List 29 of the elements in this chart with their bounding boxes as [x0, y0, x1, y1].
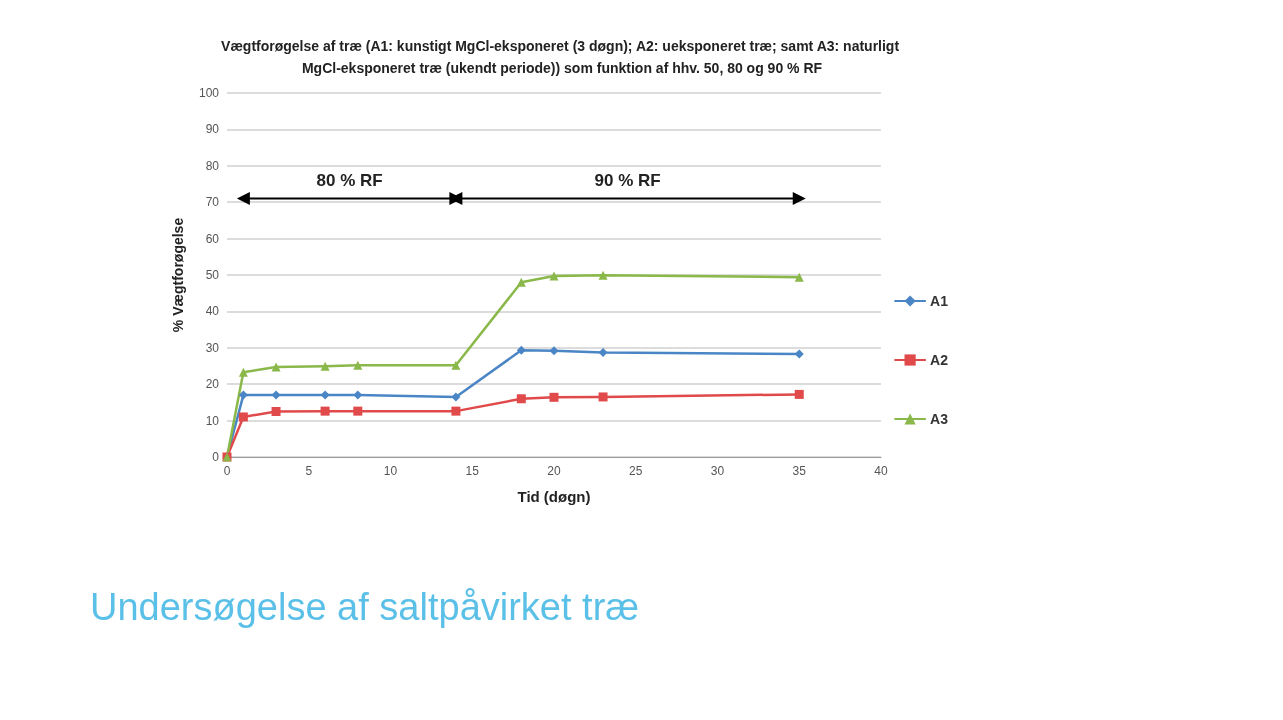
x-tick-label: 5 [305, 464, 313, 478]
y-tick-label: 10 [205, 413, 220, 428]
y-tick-label: 80 [205, 158, 220, 173]
chart-title: Vægtforøgelse af træ (A1: kunstigt MgCl-eksponeret (3 døgn); A2: ueksponeret træ; samt A3: naturligt MgCl-eksponeret træ (ukendt periode)) som funktion af hhv. 50, 80 og 90 % RF [221, 38, 903, 76]
legend-label: A2 [930, 352, 949, 368]
annotation: 90 % RF [594, 171, 661, 191]
y-tick-label: 70 [205, 195, 220, 210]
y-tick-label: 0 [212, 450, 220, 464]
x-tick-label: 35 [792, 464, 807, 478]
y-axis-title: % Vægtforøgelse [170, 217, 186, 333]
x-tick-label: 15 [465, 464, 480, 478]
x-tick-label: 10 [383, 464, 398, 478]
y-tick-label: 100 [198, 86, 220, 100]
x-axis-title: Tid (døgn) [517, 488, 591, 505]
annotation: 80 % RF [316, 171, 383, 191]
y-tick-label: 60 [205, 231, 220, 246]
x-tick-label: 30 [710, 464, 725, 478]
legend-label: A3 [930, 411, 949, 427]
y-tick-label: 40 [205, 304, 220, 319]
x-tick-label: 20 [547, 464, 561, 478]
x-tick-label: 0 [223, 464, 231, 478]
legend-label: A1 [930, 293, 949, 309]
y-tick-label: 90 [205, 122, 220, 137]
y-tick-label: 50 [205, 268, 220, 282]
x-tick-label: 25 [629, 464, 643, 478]
y-tick-label: 30 [205, 340, 220, 355]
y-tick-label: 20 [205, 377, 220, 392]
text: Undersøgelse af saltpåvirket træ [90, 586, 640, 628]
x-tick-label: 40 [874, 464, 888, 478]
